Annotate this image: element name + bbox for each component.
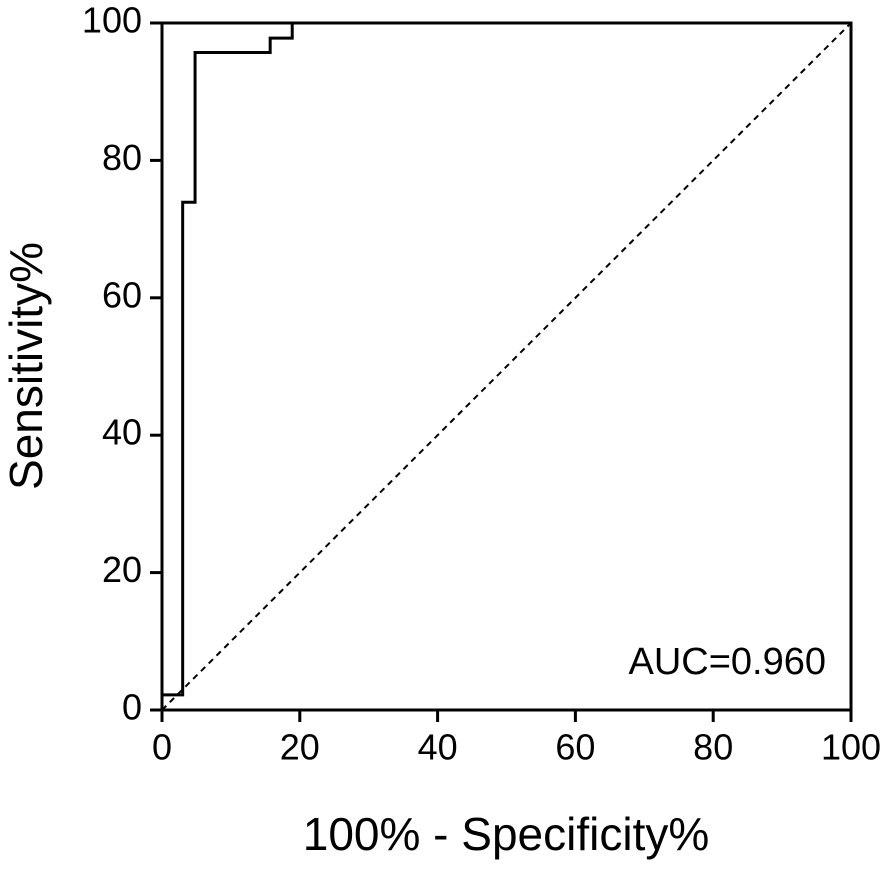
y-tick-label: 100 <box>82 0 142 41</box>
roc-curve <box>160 21 851 710</box>
x-axis-label: 100% - Specificity% <box>303 808 710 860</box>
x-tick-label: 40 <box>418 727 458 768</box>
y-tick-label: 40 <box>102 412 142 453</box>
y-tick-label: 0 <box>122 687 142 728</box>
y-tick-label: 60 <box>102 274 142 315</box>
y-axis-label: Sensitivity% <box>0 242 52 490</box>
y-tick-label: 80 <box>102 137 142 178</box>
x-tick-label: 100 <box>821 727 881 768</box>
x-tick-label: 80 <box>693 727 733 768</box>
x-tick-label: 0 <box>152 727 172 768</box>
x-tick-label: 20 <box>280 727 320 768</box>
y-tick-label: 20 <box>102 549 142 590</box>
reference-line <box>161 22 852 711</box>
annotation: AUC=0.960 <box>628 641 826 683</box>
x-tick-label: 60 <box>555 727 595 768</box>
